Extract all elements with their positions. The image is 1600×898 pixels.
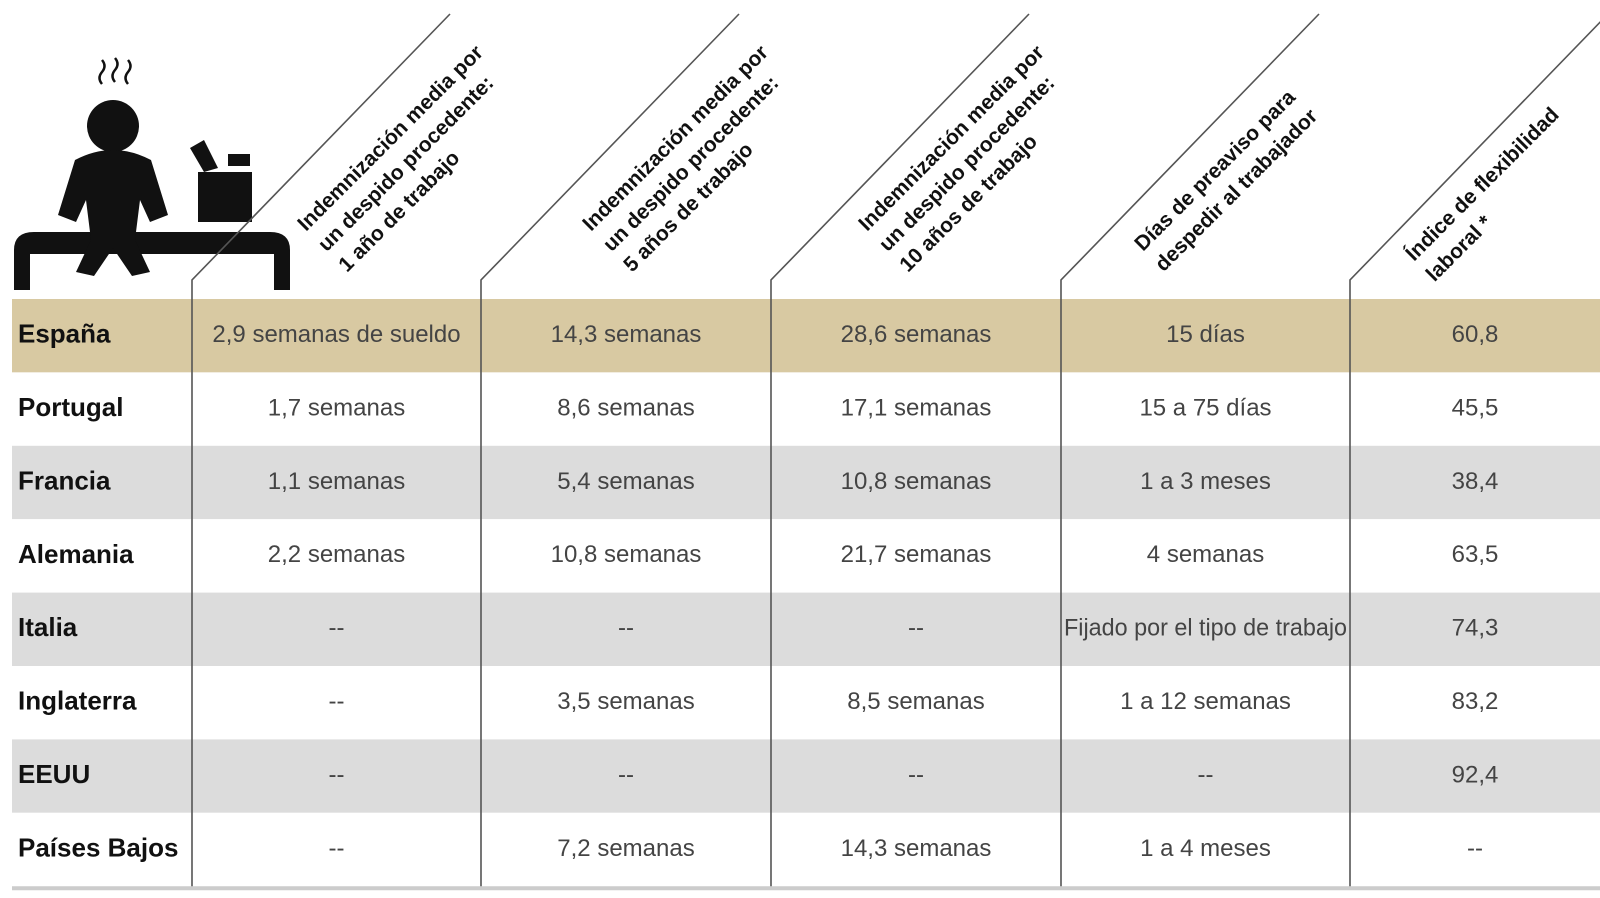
header-line: un despido procedente:	[599, 71, 784, 256]
row-band	[12, 592, 1600, 666]
header-line: un despido procedente:	[314, 71, 499, 256]
cell: --	[908, 615, 924, 642]
cell: 28,6 semanas	[841, 321, 992, 348]
cell: 63,5	[1452, 541, 1499, 568]
cell: --	[618, 615, 634, 642]
cell: 21,7 semanas	[841, 541, 992, 568]
cell: --	[329, 761, 345, 788]
cell: 74,3	[1452, 615, 1499, 642]
cell: 60,8	[1452, 321, 1499, 348]
cell: 14,3 semanas	[551, 321, 702, 348]
row-label: EEUU	[18, 759, 90, 789]
cell: 17,1 semanas	[841, 394, 992, 421]
cell: 83,2	[1452, 688, 1499, 715]
cell: 38,4	[1452, 468, 1499, 495]
cell: 10,8 semanas	[551, 541, 702, 568]
cell: 5,4 semanas	[557, 468, 694, 495]
row-label: España	[18, 319, 111, 349]
row-label: Alemania	[18, 539, 134, 569]
row-band	[12, 445, 1600, 520]
cell: --	[329, 835, 345, 862]
row-label: Portugal	[18, 392, 123, 422]
cell: 92,4	[1452, 761, 1499, 788]
row-label: Italia	[18, 612, 78, 642]
cell: 1,7 semanas	[268, 394, 405, 421]
cell: 2,9 semanas de sueldo	[212, 321, 460, 348]
cell: 1 a 3 meses	[1140, 468, 1271, 495]
row-band	[12, 666, 1600, 740]
cell: 7,2 semanas	[557, 835, 694, 862]
cell: --	[1198, 761, 1214, 788]
cell: 2,2 semanas	[268, 541, 405, 568]
column-rule	[770, 13, 1030, 887]
cell: 45,5	[1452, 394, 1499, 421]
header-line: Días de preaviso para	[1130, 86, 1300, 256]
cell: --	[329, 615, 345, 642]
row-band	[12, 519, 1600, 593]
cell: 1 a 12 semanas	[1120, 688, 1291, 715]
cell: 15 a 75 días	[1139, 394, 1271, 421]
cell: 10,8 semanas	[841, 468, 992, 495]
column-rule	[480, 13, 740, 887]
cell: --	[908, 761, 924, 788]
cell: 15 días	[1166, 321, 1245, 348]
column-rule	[191, 13, 451, 887]
row-band	[12, 739, 1600, 813]
row-label: Países Bajos	[18, 832, 178, 862]
cell: Fijado por el tipo de trabajo	[1064, 615, 1347, 642]
cell: 1,1 semanas	[268, 468, 405, 495]
cell: 8,6 semanas	[557, 394, 694, 421]
row-band	[12, 812, 1600, 887]
cell: 4 semanas	[1147, 541, 1264, 568]
cell: --	[1467, 835, 1483, 862]
cell: 3,5 semanas	[557, 688, 694, 715]
cell: 14,3 semanas	[841, 835, 992, 862]
cell: 8,5 semanas	[847, 688, 984, 715]
row-label: Inglaterra	[18, 686, 137, 716]
header-line: un despido procedente:	[875, 71, 1060, 256]
column-rule	[1349, 21, 1600, 887]
row-band	[12, 372, 1600, 446]
row-label: Francia	[18, 465, 111, 495]
cell: --	[329, 688, 345, 715]
header-line: despedir al trabajador	[1151, 105, 1322, 276]
row-band	[12, 299, 1600, 373]
cell: --	[618, 761, 634, 788]
cell: 1 a 4 meses	[1140, 835, 1271, 862]
worker-icon	[14, 57, 290, 290]
column-rule	[1060, 13, 1320, 887]
